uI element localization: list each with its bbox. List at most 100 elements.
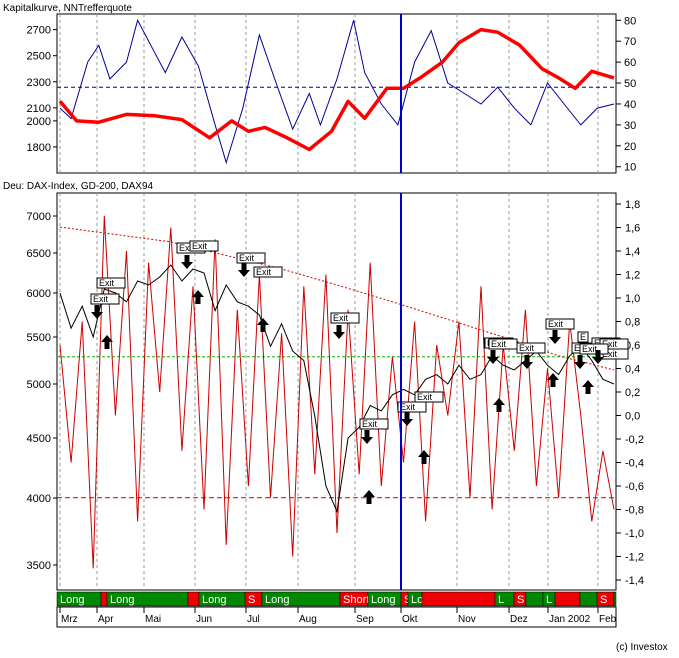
bottom-right-tick-label: 0,6 <box>625 340 640 352</box>
exit-label: Exit <box>417 392 433 402</box>
top-right-tick-label: 20 <box>624 141 636 153</box>
exit-label: Exit <box>192 241 208 251</box>
position-short <box>100 591 108 607</box>
exit-box[interactable] <box>253 266 283 278</box>
exit-box[interactable] <box>330 312 360 324</box>
exit-box[interactable] <box>414 391 444 403</box>
exit-label: Exit <box>548 319 564 329</box>
exit-label: Exit <box>333 313 349 323</box>
bottom-right-tick-label: -0,8 <box>625 505 644 517</box>
top-panel-title: Kapitalkurve, NNTrefferquote <box>3 3 132 14</box>
month-label: Jan 2002 <box>549 614 591 625</box>
bottom-right-tick-label: -0,4 <box>625 458 644 470</box>
exit-label: Exit <box>602 339 618 349</box>
exit-label: Exit <box>179 243 195 253</box>
month-label: Apr <box>98 614 114 625</box>
top-panel: Kapitalkurve, NNTrefferquote 1800 2000210… <box>3 3 636 174</box>
exit-box[interactable] <box>488 338 518 350</box>
buy-arrow-icon <box>582 380 594 394</box>
exit-label: Exit <box>519 343 535 353</box>
sell-arrow-icon <box>549 330 561 344</box>
position-long <box>613 591 617 607</box>
sell-arrow-icon <box>401 412 413 426</box>
exit-box[interactable] <box>397 401 427 413</box>
bottom-right-tick-label: 1,8 <box>625 199 640 211</box>
sell-arrow-icon <box>91 305 103 319</box>
month-axis: Mrz Apr Mai Jun Jul Aug Sep Okt Nov Dez Jan 2002 Fe… <box>56 606 617 628</box>
position-short <box>187 591 200 607</box>
sell-arrow-icon <box>592 350 604 364</box>
position-label: Long <box>110 594 134 606</box>
exit-box[interactable] <box>359 418 389 430</box>
bottom-right-tick-label: 0,8 <box>625 317 640 329</box>
month-axis-frame <box>56 606 617 628</box>
copyright: (c) Investox <box>616 642 668 653</box>
bottom-left-tick-label: 4500 <box>27 433 51 445</box>
series-nntrefferquote <box>59 18 615 165</box>
exit-label: Exit <box>400 402 416 412</box>
position-label: Long <box>265 594 289 606</box>
buy-arrow-icon <box>192 290 204 304</box>
bottom-right-tick-label: 0,0 <box>625 411 640 423</box>
bottom-left-tick-label: 3500 <box>27 560 51 572</box>
month-label: Mrz <box>61 614 78 625</box>
month-label: Jul <box>247 614 260 625</box>
top-left-tick-label: 2100 <box>27 103 51 115</box>
bottom-left-tick-label: 6500 <box>27 248 51 260</box>
exit-label: Exit <box>602 349 618 359</box>
exit-box[interactable] <box>90 293 120 305</box>
position-label: Short <box>343 594 369 606</box>
exit-box[interactable] <box>189 240 219 252</box>
position-bar: LongLongLongSLongShortLongSLongLSLS <box>56 591 617 607</box>
position-label: S <box>517 594 524 606</box>
exit-box[interactable] <box>577 331 589 343</box>
exit-label: E <box>580 332 586 342</box>
exit-label: Exit <box>93 294 109 304</box>
position-short <box>421 591 496 607</box>
bottom-right-tick-label: -1,4 <box>625 575 644 587</box>
exit-box[interactable] <box>545 318 575 330</box>
position-label: S <box>600 594 607 606</box>
sell-arrow-icon <box>521 355 533 369</box>
month-label: Sep <box>356 614 374 625</box>
exit-box[interactable] <box>579 343 609 355</box>
sell-arrow-icon <box>574 355 586 369</box>
position-label: L <box>498 594 504 606</box>
top-right-tick-label: 60 <box>624 57 636 69</box>
buy-arrow-icon <box>257 318 269 332</box>
sell-arrow-icon <box>238 263 250 277</box>
month-label: Mai <box>145 614 161 625</box>
bottom-right-tick-label: -1,2 <box>625 552 644 564</box>
exit-box[interactable] <box>236 252 266 264</box>
bottom-right-tick-label: -0,6 <box>625 481 644 493</box>
top-left-tick-label: 2500 <box>27 51 51 63</box>
bottom-right-tick-label: 0,2 <box>625 387 640 399</box>
exit-box[interactable] <box>96 277 126 289</box>
series-dax94 <box>59 215 615 569</box>
month-label: Okt <box>402 614 418 625</box>
position-label: Long <box>371 594 395 606</box>
buy-arrow-icon <box>547 373 559 387</box>
position-long <box>579 591 598 607</box>
bottom-right-tick-label: 1,4 <box>625 246 640 258</box>
bottom-right-tick-label: 1,0 <box>625 293 640 305</box>
month-label: Dez <box>510 614 528 625</box>
series-dax-index <box>59 264 615 514</box>
exit-label: Exit <box>239 253 255 263</box>
trade-signals: ExitExitExitExitExitExitExitExitExitExit… <box>90 240 629 504</box>
top-right-tick-label: 10 <box>624 162 636 174</box>
bottom-panel: Deu: DAX-Index, GD-200, DAX94 3500 4000 45… <box>3 181 644 591</box>
bottom-right-tick-label: 1,2 <box>625 270 640 282</box>
top-right-tick-label: 30 <box>624 120 636 132</box>
sell-arrow-icon <box>181 255 193 269</box>
sell-arrow-icon <box>361 430 373 444</box>
buy-arrow-icon <box>363 490 375 504</box>
month-label: Nov <box>458 614 476 625</box>
top-left-tick-label: 2300 <box>27 77 51 89</box>
position-label: Long <box>60 594 84 606</box>
bottom-right-axis: -1,4 -1,2 -1,0 -0,8 -0,6 -0,4 -0,2 0,0 0,2 0,4 0,6… <box>616 199 644 587</box>
buy-arrow-icon <box>493 398 505 412</box>
bottom-left-tick-label: 5000 <box>27 379 51 391</box>
